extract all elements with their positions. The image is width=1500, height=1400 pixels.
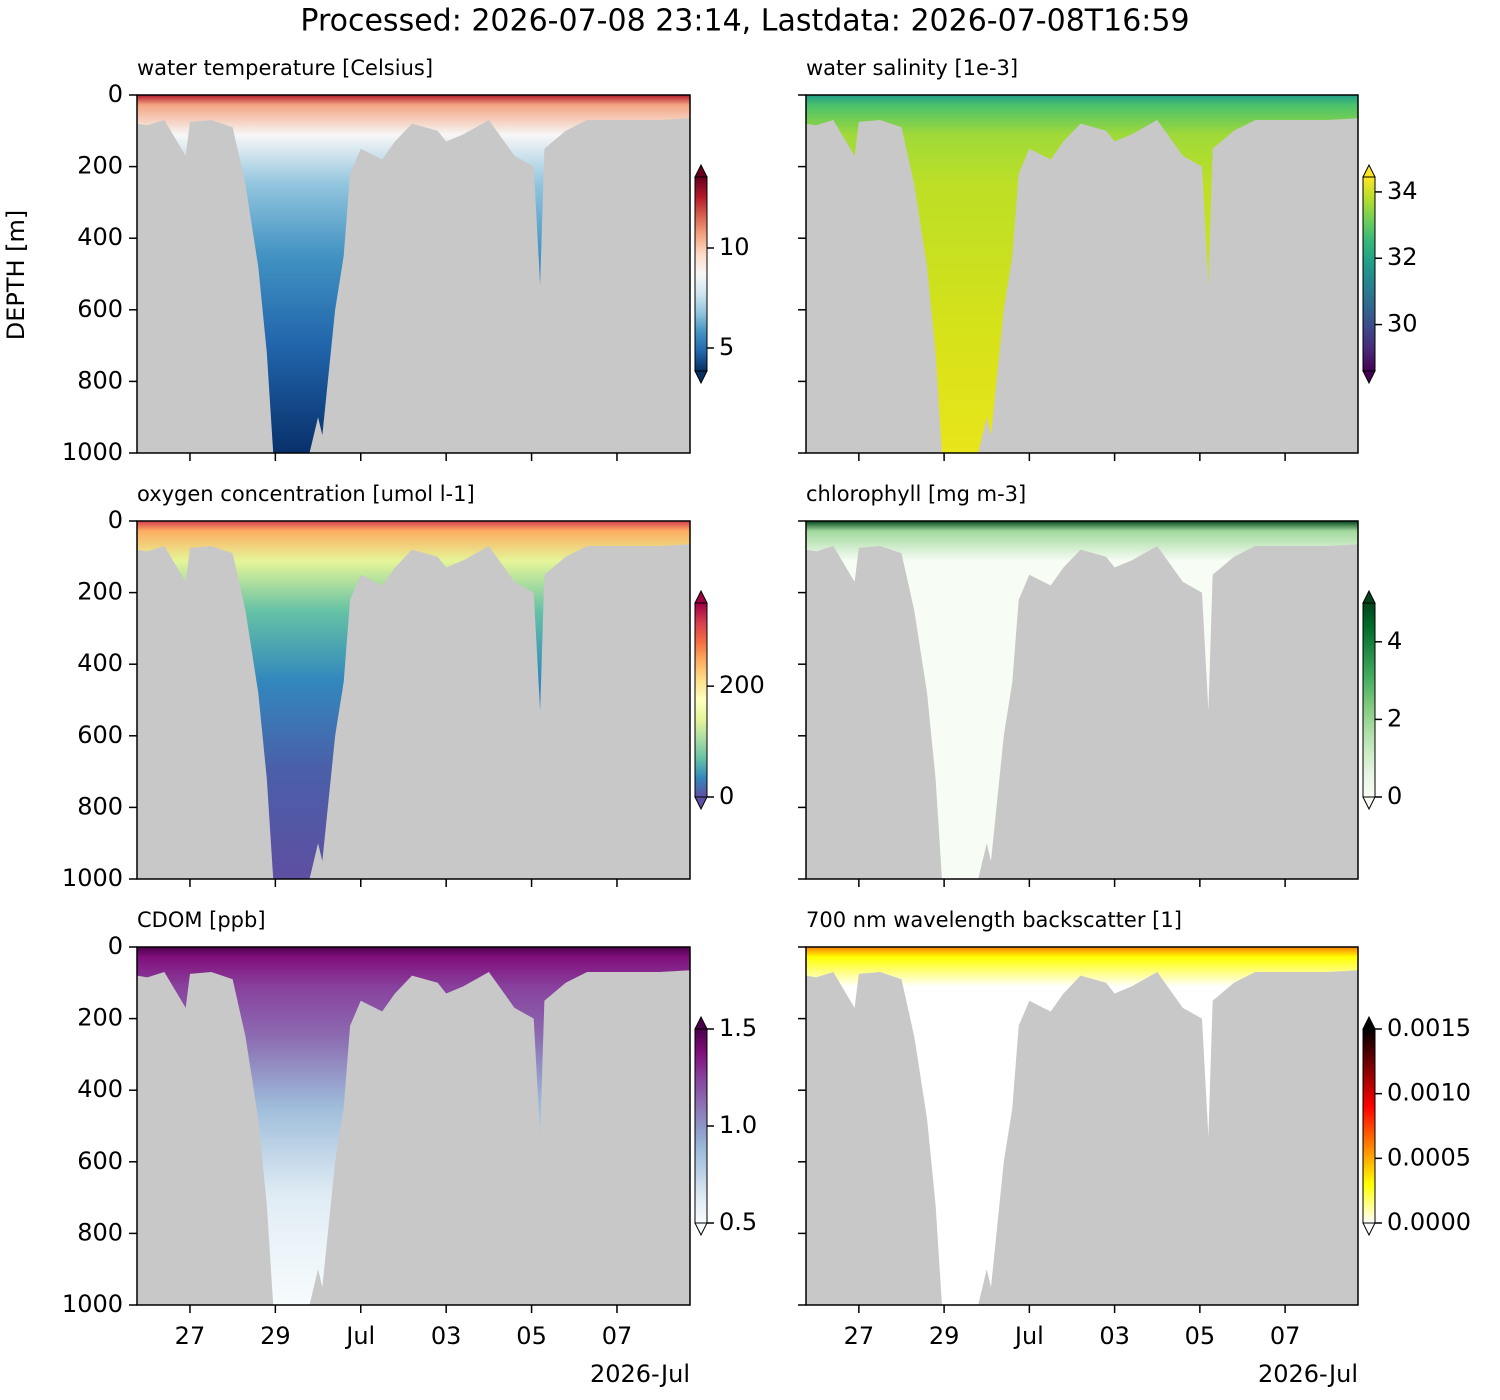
colorbar-extend-max	[1362, 163, 1376, 178]
colorbar-extend-max	[694, 589, 708, 604]
data-field	[137, 521, 690, 879]
x-tick-label: 07	[1270, 1322, 1301, 1350]
colorbar-extend-min	[1362, 1222, 1376, 1237]
colorbar-tick-label: 32	[1387, 243, 1418, 271]
colorbar-tick-label: 2	[1387, 704, 1402, 732]
axes-frame	[136, 520, 691, 880]
y-tick-label: 400	[77, 1075, 123, 1103]
colorbar-frame	[694, 602, 708, 798]
colorbar-tick-label: 34	[1387, 177, 1418, 205]
colorbar-frame	[1362, 1028, 1376, 1224]
x-offset-label: 2026-Jul	[590, 1360, 690, 1388]
colorbar-extend-max	[1362, 1015, 1376, 1030]
no-data-background	[806, 947, 1358, 1305]
axes-frame	[136, 946, 691, 1306]
y-tick-label: 0	[108, 506, 123, 534]
colorbar-extend-min	[1362, 370, 1376, 385]
no-data-background	[806, 521, 1358, 879]
colorbar-tick-label: 0	[719, 782, 734, 810]
y-tick-label: 600	[77, 721, 123, 749]
y-tick-label: 1000	[62, 438, 123, 466]
no-data-background	[137, 947, 690, 1305]
colorbar	[695, 177, 707, 371]
data-field	[806, 95, 1358, 453]
colorbar-extend-min	[1362, 796, 1376, 811]
colorbar-extend-min	[694, 796, 708, 811]
y-tick-label: 800	[77, 366, 123, 394]
no-data-background	[806, 95, 1358, 453]
y-tick-label: 400	[77, 649, 123, 677]
y-tick-label: 0	[108, 932, 123, 960]
panel-title: CDOM [ppb]	[137, 908, 266, 932]
x-offset-label: 2026-Jul	[1258, 1360, 1358, 1388]
data-field	[137, 95, 690, 453]
no-data-background	[137, 521, 690, 879]
y-tick-label: 200	[77, 1004, 123, 1032]
colorbar-extend-max	[1362, 589, 1376, 604]
y-tick-label: 1000	[62, 864, 123, 892]
panel-title: water salinity [1e-3]	[806, 56, 1018, 80]
x-tick-label: 27	[175, 1322, 206, 1350]
colorbar-tick-label: 4	[1387, 627, 1402, 655]
axes-frame	[805, 520, 1359, 880]
figure-title: Processed: 2026-07-08 23:14, Lastdata: 2…	[300, 4, 1189, 39]
data-field	[137, 947, 690, 1305]
axes-frame	[136, 94, 691, 454]
colorbar-tick-label: 5	[719, 333, 734, 361]
y-tick-label: 200	[77, 152, 123, 180]
x-tick-label: Jul	[1013, 1322, 1044, 1350]
panel-title: 700 nm wavelength backscatter [1]	[806, 908, 1182, 932]
colorbar	[1363, 603, 1375, 797]
colorbar-frame	[694, 176, 708, 372]
colorbar-extend-min	[694, 370, 708, 385]
colorbar-tick-label: 0	[1387, 782, 1402, 810]
colorbar-tick-label: 30	[1387, 310, 1418, 338]
axes-frame	[805, 946, 1359, 1306]
y-tick-label: 400	[77, 223, 123, 251]
x-tick-label: 27	[844, 1322, 875, 1350]
x-tick-label: Jul	[344, 1322, 375, 1350]
x-tick-label: 03	[1099, 1322, 1130, 1350]
colorbar-frame	[1362, 176, 1376, 372]
data-field	[806, 521, 1358, 879]
colorbar	[695, 603, 707, 797]
colorbar	[1363, 1029, 1375, 1223]
y-tick-label: 600	[77, 1147, 123, 1175]
colorbar-tick-label: 0.0000	[1387, 1208, 1471, 1236]
panel-title: water temperature [Celsius]	[137, 56, 433, 80]
data-field	[806, 947, 1358, 1305]
x-tick-label: 05	[516, 1322, 547, 1350]
x-tick-label: 07	[602, 1322, 633, 1350]
colorbar-tick-label: 1.0	[719, 1111, 757, 1139]
y-tick-label: 800	[77, 1218, 123, 1246]
y-axis-label: DEPTH [m]	[2, 210, 30, 341]
x-tick-label: 03	[431, 1322, 462, 1350]
panel-title: oxygen concentration [umol l-1]	[137, 482, 475, 506]
colorbar	[1363, 177, 1375, 371]
y-tick-label: 200	[77, 578, 123, 606]
colorbar-tick-label: 1.5	[719, 1014, 757, 1042]
x-tick-label: 29	[260, 1322, 291, 1350]
colorbar-extend-max	[694, 1015, 708, 1030]
no-data-background	[137, 95, 690, 453]
colorbar-tick-label: 0.5	[719, 1208, 757, 1236]
colorbar-tick-label: 0.0010	[1387, 1079, 1471, 1107]
colorbar-extend-max	[694, 163, 708, 178]
x-tick-label: 05	[1185, 1322, 1216, 1350]
colorbar	[695, 1029, 707, 1223]
colorbar-extend-min	[694, 1222, 708, 1237]
y-tick-label: 1000	[62, 1290, 123, 1318]
y-tick-label: 800	[77, 792, 123, 820]
colorbar-tick-label: 0.0015	[1387, 1014, 1471, 1042]
y-tick-label: 0	[108, 80, 123, 108]
colorbar-tick-label: 10	[719, 233, 750, 261]
y-tick-label: 600	[77, 295, 123, 323]
colorbar-frame	[1362, 602, 1376, 798]
colorbar-tick-label: 200	[719, 671, 765, 699]
axes-frame	[805, 94, 1359, 454]
x-tick-label: 29	[929, 1322, 960, 1350]
colorbar-tick-label: 0.0005	[1387, 1143, 1471, 1171]
panel-title: chlorophyll [mg m-3]	[806, 482, 1026, 506]
